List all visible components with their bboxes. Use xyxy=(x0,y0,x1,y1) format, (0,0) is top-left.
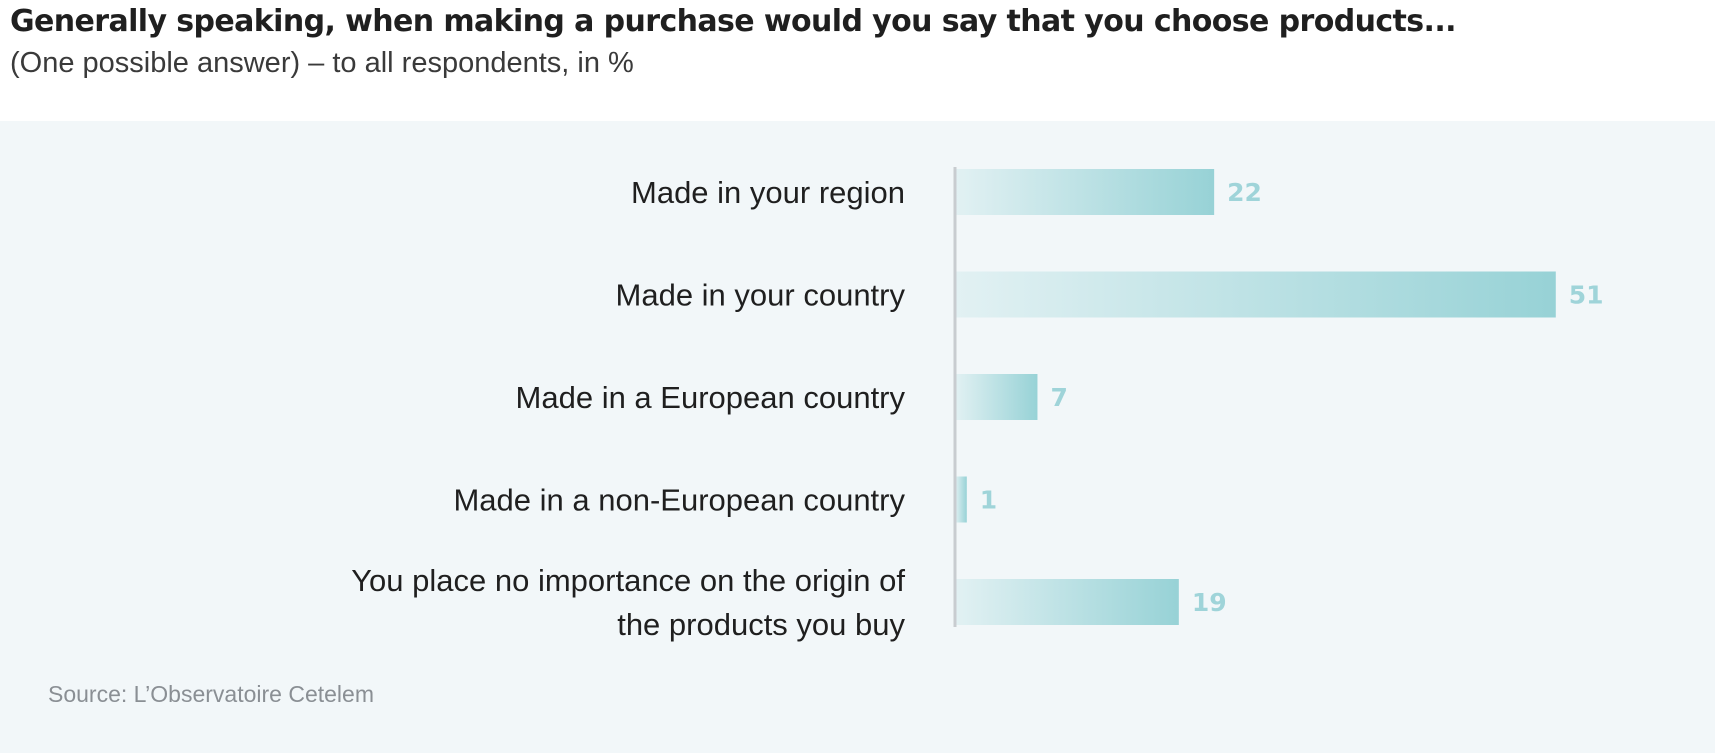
bar-4 xyxy=(955,579,1179,625)
value-label-2: 7 xyxy=(1050,383,1067,412)
bar-1 xyxy=(955,271,1556,318)
category-label-line: Made in your region xyxy=(631,175,905,210)
chart-panel: 22 Made in your region 51 Made in your coun… xyxy=(0,121,1715,753)
category-label-3: Made in a non-European country xyxy=(453,483,905,518)
source-note: Source: L’Observatoire Cetelem xyxy=(48,681,374,707)
chart-header: Generally speaking, when making a purcha… xyxy=(10,0,1700,120)
value-label-3: 1 xyxy=(980,486,997,515)
category-label-line: the products you buy xyxy=(617,607,905,642)
bar-0 xyxy=(955,169,1215,215)
category-label-4: You place no importance on the origin of… xyxy=(351,563,905,642)
category-label-1: Made in your country xyxy=(616,278,906,313)
value-label-0: 22 xyxy=(1227,178,1262,207)
category-label-0: Made in your region xyxy=(631,175,905,210)
bar-3 xyxy=(955,476,967,523)
value-label-1: 51 xyxy=(1569,281,1604,310)
category-label-line: Made in your country xyxy=(616,278,906,313)
category-label-line: You place no importance on the origin of xyxy=(351,563,905,598)
category-label-line: Made in a non-European country xyxy=(453,483,905,518)
bar-2 xyxy=(955,374,1038,420)
chart-title: Generally speaking, when making a purcha… xyxy=(10,4,1457,39)
bar-chart: 22 Made in your region 51 Made in your coun… xyxy=(351,167,1604,642)
chart-subtitle: (One possible answer) – to all responden… xyxy=(10,47,634,79)
value-label-4: 19 xyxy=(1192,588,1227,617)
category-label-2: Made in a European country xyxy=(516,380,906,415)
category-label-line: Made in a European country xyxy=(516,380,906,415)
